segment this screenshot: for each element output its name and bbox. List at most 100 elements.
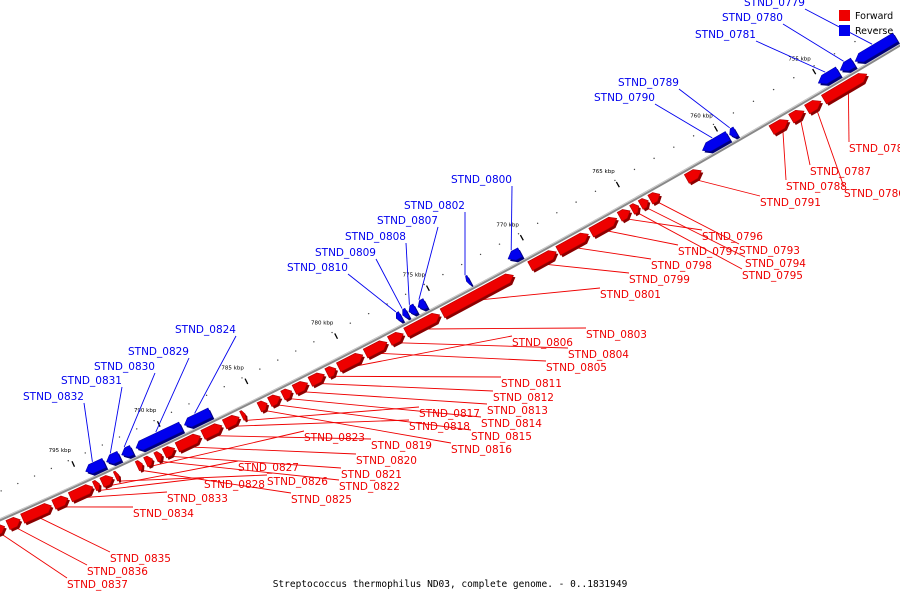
gene-arrow[interactable] (804, 100, 822, 115)
gene-arrow[interactable] (267, 394, 281, 408)
gene-arrow[interactable] (702, 131, 731, 152)
gene-arrow[interactable] (174, 433, 201, 453)
gene-arrow[interactable] (839, 57, 857, 72)
gene-label[interactable]: STND_0781 (695, 29, 756, 41)
gene-arrow[interactable] (67, 484, 94, 503)
gene-arrow[interactable] (629, 203, 640, 215)
gene-label[interactable]: STND_0797 (678, 246, 739, 258)
gene-arrow[interactable] (51, 495, 69, 510)
gene-label[interactable]: STND_0825 (291, 494, 352, 506)
gene-label[interactable]: STND_0837 (67, 579, 128, 591)
gene-label[interactable]: STND_0800 (451, 174, 512, 186)
gene-label[interactable]: STND_0829 (128, 346, 189, 358)
gene-arrow[interactable] (386, 331, 404, 346)
gene-label[interactable]: STND_0833 (167, 493, 228, 505)
gene-arrow[interactable] (588, 216, 618, 238)
gene-label[interactable]: STND_0796 (702, 231, 763, 243)
gene-arrow[interactable] (291, 381, 309, 395)
gene-label[interactable]: STND_0827 (238, 462, 299, 474)
gene-label[interactable]: STND_0832 (23, 391, 84, 403)
gene-label[interactable]: STND_0802 (404, 200, 465, 212)
gene-arrow[interactable] (85, 458, 107, 475)
gene-label[interactable]: STND_0819 (371, 440, 432, 452)
gene-label[interactable]: STND_0828 (204, 479, 265, 491)
gene-arrow[interactable] (637, 198, 649, 210)
gene-arrow[interactable] (256, 400, 268, 413)
gene-arrow[interactable] (92, 480, 100, 492)
gene-label[interactable]: STND_0831 (61, 375, 122, 387)
gene-label[interactable]: STND_0816 (451, 444, 512, 456)
gene-arrow[interactable] (239, 410, 247, 421)
gene-label[interactable]: STND_0803 (586, 329, 647, 341)
gene-label[interactable]: STND_0793 (739, 245, 800, 257)
gene-arrow[interactable] (788, 109, 805, 124)
gene-label[interactable]: STND_0780 (722, 12, 783, 24)
gene-label[interactable]: STND_0790 (594, 92, 655, 104)
gene-label[interactable]: STND_0817 (419, 408, 480, 420)
gene-arrow[interactable] (280, 388, 293, 401)
gene-arrow[interactable] (183, 407, 213, 428)
gene-arrow[interactable] (200, 423, 223, 440)
gene-arrow[interactable] (112, 470, 120, 482)
gene-arrow[interactable] (395, 311, 404, 322)
gene-label[interactable]: STND_0836 (87, 566, 148, 578)
gene-label[interactable]: STND_0813 (487, 405, 548, 417)
gene-arrow[interactable] (134, 460, 143, 472)
gene-label[interactable]: STND_0805 (546, 362, 607, 374)
gene-label[interactable]: STND_0824 (175, 324, 236, 336)
gene-arrow[interactable] (362, 340, 388, 359)
gene-arrow[interactable] (99, 475, 114, 488)
gene-arrow[interactable] (307, 372, 325, 387)
gene-arrow[interactable] (20, 503, 52, 524)
gene-label[interactable]: STND_0791 (760, 197, 821, 209)
gene-label[interactable]: STND_0830 (94, 361, 155, 373)
gene-label[interactable]: STND_0788 (786, 181, 847, 193)
gene-label[interactable]: STND_0807 (377, 215, 438, 227)
gene-label[interactable]: STND_0823 (304, 432, 365, 444)
gene-label[interactable]: STND_0806 (512, 337, 573, 349)
gene-arrow[interactable] (408, 303, 419, 315)
gene-label[interactable]: STND_0820 (356, 455, 417, 467)
gene-label[interactable]: STND_0810 (287, 262, 348, 274)
gene-arrow[interactable] (768, 119, 789, 135)
gene-arrow[interactable] (221, 414, 240, 430)
gene-arrow[interactable] (403, 312, 441, 338)
gene-arrow[interactable] (135, 421, 184, 451)
gene-label[interactable]: STND_0785 (849, 143, 900, 155)
gene-arrow[interactable] (0, 524, 6, 536)
gene-label[interactable]: STND_0814 (481, 418, 542, 430)
gene-arrow[interactable] (335, 352, 364, 373)
gene-arrow[interactable] (854, 32, 899, 63)
gene-arrow[interactable] (121, 445, 135, 458)
gene-arrow[interactable] (683, 169, 702, 184)
gene-label[interactable]: STND_0801 (600, 289, 661, 301)
gene-arrow[interactable] (417, 298, 429, 310)
gene-label[interactable]: STND_0826 (267, 476, 328, 488)
gene-arrow[interactable] (153, 451, 163, 463)
gene-arrow[interactable] (161, 446, 176, 459)
gene-arrow[interactable] (820, 73, 868, 105)
gene-label[interactable]: STND_0809 (315, 247, 376, 259)
gene-arrow[interactable] (143, 455, 153, 468)
gene-arrow[interactable] (5, 516, 21, 530)
gene-label[interactable]: STND_0789 (618, 77, 679, 89)
gene-label[interactable]: STND_0808 (345, 231, 406, 243)
gene-arrow[interactable] (616, 209, 631, 222)
gene-arrow[interactable] (527, 250, 557, 272)
gene-label[interactable]: STND_0799 (629, 274, 690, 286)
gene-label[interactable]: STND_0779 (744, 0, 805, 9)
gene-label[interactable]: STND_0818 (409, 421, 470, 433)
gene-label[interactable]: STND_0786 (844, 188, 900, 200)
gene-arrow[interactable] (555, 232, 589, 256)
gene-label[interactable]: STND_0795 (742, 270, 803, 282)
gene-label[interactable]: STND_0815 (471, 431, 532, 443)
gene-label[interactable]: STND_0835 (110, 553, 171, 565)
gene-arrow[interactable] (729, 126, 739, 138)
gene-arrow[interactable] (817, 66, 842, 85)
gene-label[interactable]: STND_0822 (339, 481, 400, 493)
gene-label[interactable]: STND_0804 (568, 349, 629, 361)
gene-arrow[interactable] (324, 366, 337, 379)
gene-arrow[interactable] (439, 273, 514, 319)
gene-arrow[interactable] (402, 307, 410, 319)
gene-arrow[interactable] (647, 192, 661, 205)
